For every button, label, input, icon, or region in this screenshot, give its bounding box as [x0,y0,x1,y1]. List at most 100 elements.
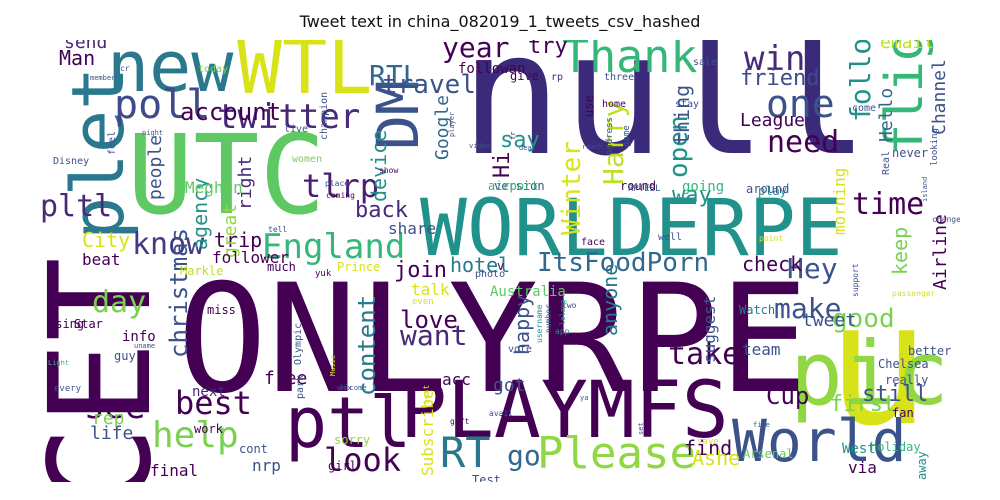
word-cloud-word: address [605,117,615,155]
word-cloud-word: beat [82,250,121,269]
word-cloud-word: Olympic [293,322,304,365]
word-cloud-word: gift [450,417,470,426]
word-cloud-word: park [295,374,306,399]
word-cloud-word: guy [114,349,136,363]
word-cloud-word: cr [120,64,130,73]
word-cloud-word: RPTEEL [628,184,661,194]
word-cloud-word: check [742,252,803,276]
word-cloud-word: UTC [127,111,326,239]
word-cloud-word: using [48,317,85,331]
word-cloud-word: Markle [180,264,224,278]
word-cloud-word: ONLYRPE [177,253,810,427]
word-cloud-word: Winter [557,141,587,235]
word-cloud-word: still [862,382,929,407]
word-cloud-word: twitter [217,97,361,137]
word-cloud-word: account [180,98,282,126]
word-cloud-word: help [152,415,239,456]
word-cloud-word: ItsFoodPorn [537,248,710,278]
word-cloud-word: save [697,437,719,447]
word-cloud-word: time [852,187,925,222]
word-cloud-word: welcome [337,384,367,392]
word-cloud-word: airport [488,179,539,193]
word-cloud-word: every [54,384,82,394]
word-cloud-word: WORLDERPE [420,184,843,274]
word-cloud-word: come [852,103,877,114]
word-cloud-word: really [885,373,929,387]
word-cloud-word: Cup [766,382,810,410]
word-cloud-word: best [422,384,431,404]
word-cloud-word: home [602,99,627,110]
word-cloud-word: Music [329,354,337,376]
word-cloud-word: Channel [929,59,950,135]
word-cloud-word: Meghan [185,178,243,197]
word-cloud-word: share [388,219,437,238]
word-cloud-word: version [494,179,545,193]
word-cloud-word: u [827,266,930,464]
word-cloud-word: ya [580,394,589,402]
word-cloud-word: good [832,304,895,334]
word-cloud-word: suggest [700,295,719,363]
word-cloud-word: cont [239,442,268,456]
word-cloud-word: holiday [870,440,921,454]
word-cloud-word: trip [214,228,263,252]
word-cloud-word: away [915,451,929,480]
word-cloud-word: followan [458,61,526,77]
word-cloud-word: last [500,415,522,425]
word-cloud-word: RT [440,428,491,477]
word-cloud-word: Thank [562,40,698,83]
word-cloud-word: go [507,439,541,472]
word-cloud-word: World [732,407,907,475]
word-cloud-word: player [448,111,456,137]
word-cloud-word: know [132,227,205,262]
word-cloud-word: Star [74,317,103,331]
word-cloud-word: hotel [450,253,511,277]
word-cloud-word: set [637,422,645,435]
word-cloud-word: make [774,292,842,325]
word-cloud-word: look [324,441,402,479]
word-cloud-word: lelang [559,299,567,325]
word-cloud-word: find [684,436,733,460]
word-cloud-word: Arsenal [743,447,794,461]
word-cloud-word: England [262,227,406,267]
word-cloud-word: Hey [787,252,838,285]
word-cloud-word: Australia [490,284,566,300]
word-cloud-word: send [64,40,108,53]
word-cloud-word: v [497,259,505,273]
word-cloud-word: avail [489,409,514,418]
word-cloud-word: anyone [598,263,622,336]
word-cloud-word: live [284,124,309,135]
word-cloud-word: Please [537,428,696,479]
word-cloud-word: five [753,421,770,429]
word-cloud-word: stay [675,99,700,110]
word-cloud-word: show [379,166,399,175]
word-cloud-word: sorry [334,433,371,447]
word-cloud-word: via [848,458,877,477]
word-cloud-word: night [142,129,164,137]
word-cloud-word: round [620,179,657,193]
word-cloud-word: rp [551,72,564,83]
word-cloud-word: better [908,344,952,358]
word-cloud-word: Real [881,150,892,175]
word-cloud-word: face [581,237,606,248]
word-cloud-word: content [353,294,381,396]
word-cloud-word: well [658,232,683,243]
word-cloud-word: West [842,441,876,457]
word-cloud-word: island [921,176,929,202]
word-cloud-word: video [469,142,491,150]
word-cloud-word: want [400,319,468,352]
word-cloud-word: username [535,304,544,343]
word-cloud-word: Man [59,46,96,70]
word-cloud-word: one [766,82,835,126]
word-cloud-word: love [400,306,458,334]
word-cloud-word: champion [319,91,330,140]
word-cloud-word: looking [930,128,940,166]
word-cloud-word: morning [830,167,849,235]
word-cloud-word: info [122,329,156,345]
word-cloud-word: reach [582,143,604,151]
word-cloud-word: never [892,146,929,160]
word-cloud-word: null [460,40,870,194]
word-cloud-word: final [150,461,199,480]
word-cloud-word: three [604,72,635,83]
word-cloud-word: women [292,154,323,165]
word-cloud-word: email [880,40,935,53]
